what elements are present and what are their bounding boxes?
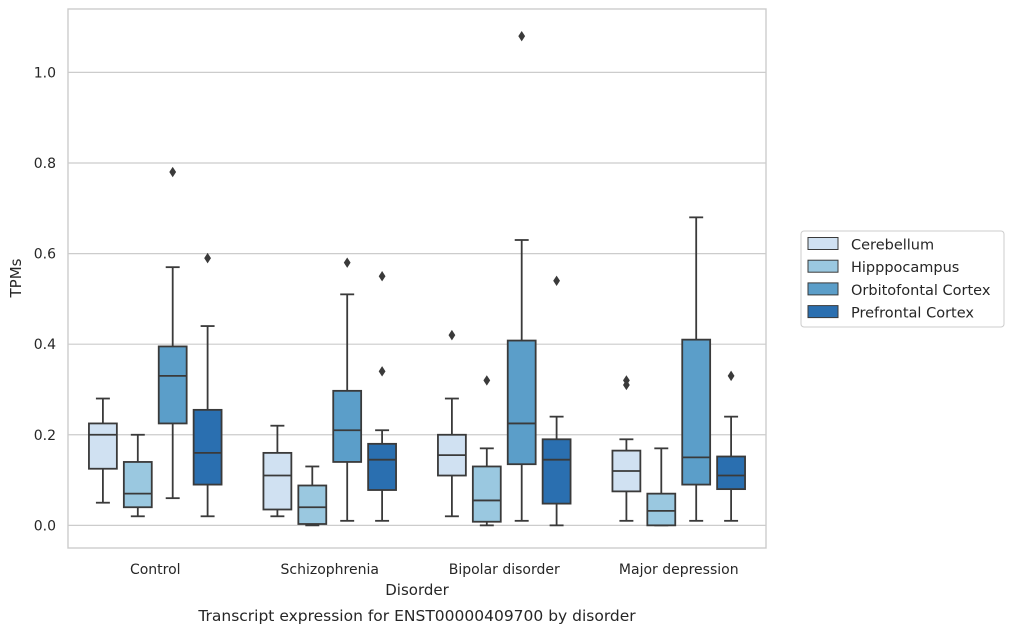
outlier-point bbox=[204, 252, 211, 264]
box-iqr bbox=[332, 389, 363, 463]
boxes bbox=[88, 30, 746, 527]
box-prefrontal-cortex bbox=[367, 271, 397, 522]
box-prefrontal-cortex bbox=[541, 275, 572, 527]
outlier-point bbox=[483, 375, 491, 386]
box-orbitofontal-cortex bbox=[332, 257, 363, 522]
box-orbitofontal-cortex bbox=[157, 166, 188, 500]
chart-caption: Transcript expression for ENST0000040970… bbox=[197, 607, 636, 625]
box-cerebellum bbox=[611, 375, 642, 522]
box-hipppocampus bbox=[646, 447, 677, 527]
legend-frame bbox=[800, 230, 1005, 328]
y-tick-label: 1.0 bbox=[34, 65, 56, 81]
legend-label: Orbitofontal Cortex bbox=[851, 283, 991, 299]
y-tick-label: 0.0 bbox=[34, 518, 56, 534]
legend: Cerebellum Hipppocampus Orbitofontal Corte… bbox=[800, 230, 1005, 328]
outlier-point bbox=[378, 271, 386, 282]
y-axis-label: TPMs bbox=[7, 258, 25, 298]
outlier-point bbox=[378, 366, 386, 377]
box-iqr bbox=[262, 451, 293, 511]
x-tick-label: Major depression bbox=[619, 562, 739, 578]
box-iqr bbox=[122, 461, 153, 509]
legend-label: Hipppocampus bbox=[851, 260, 959, 276]
box-hipppocampus bbox=[471, 375, 502, 527]
box-orbitofontal-cortex bbox=[681, 216, 712, 522]
outlier-point bbox=[169, 166, 177, 178]
y-tick-label: 0.4 bbox=[34, 337, 56, 353]
outlier-point bbox=[727, 370, 735, 382]
box-hipppocampus bbox=[122, 433, 153, 518]
legend-swatch bbox=[807, 259, 839, 273]
legend-swatch bbox=[807, 237, 839, 250]
box-iqr bbox=[367, 442, 397, 491]
plot-frame bbox=[67, 8, 767, 549]
x-tick-labels: Control Schizophrenia Bipolar disorder Majo… bbox=[130, 562, 739, 578]
box-iqr bbox=[297, 484, 328, 525]
outlier-point bbox=[553, 275, 560, 286]
box-iqr bbox=[506, 339, 537, 466]
box-iqr bbox=[157, 345, 188, 425]
legend-swatch bbox=[807, 305, 839, 319]
box-iqr bbox=[646, 492, 677, 527]
legend-label: Cerebellum bbox=[851, 238, 934, 254]
box-iqr bbox=[192, 408, 223, 486]
legend-swatch bbox=[807, 282, 839, 296]
x-axis-label: Disorder bbox=[385, 581, 449, 599]
box-iqr bbox=[541, 438, 572, 505]
outlier-point bbox=[343, 257, 351, 268]
gridlines bbox=[68, 71, 766, 526]
y-tick-label: 0.6 bbox=[34, 247, 56, 263]
box-hipppocampus bbox=[297, 465, 328, 527]
x-tick-label: Bipolar disorder bbox=[449, 562, 560, 578]
box-cerebellum bbox=[262, 424, 293, 518]
box-iqr bbox=[471, 465, 502, 523]
outlier-point bbox=[448, 329, 456, 341]
outlier-point bbox=[623, 375, 630, 386]
box-cerebellum bbox=[88, 397, 118, 504]
box-prefrontal-cortex bbox=[192, 252, 223, 518]
outlier-point bbox=[518, 30, 526, 42]
y-tick-label: 0.2 bbox=[34, 428, 56, 444]
y-tick-labels: 0.0 0.2 0.4 0.6 0.8 1.0 bbox=[34, 65, 56, 534]
box-orbitofontal-cortex bbox=[506, 30, 537, 522]
box-iqr bbox=[88, 422, 118, 470]
legend-label: Prefrontal Cortex bbox=[851, 306, 974, 322]
box-iqr bbox=[681, 338, 712, 486]
x-tick-label: Schizophrenia bbox=[281, 562, 379, 578]
box-prefrontal-cortex bbox=[716, 370, 746, 522]
y-tick-label: 0.8 bbox=[34, 156, 56, 172]
box-iqr bbox=[716, 455, 746, 491]
box-cerebellum bbox=[437, 329, 467, 518]
x-tick-label: Control bbox=[130, 562, 181, 578]
